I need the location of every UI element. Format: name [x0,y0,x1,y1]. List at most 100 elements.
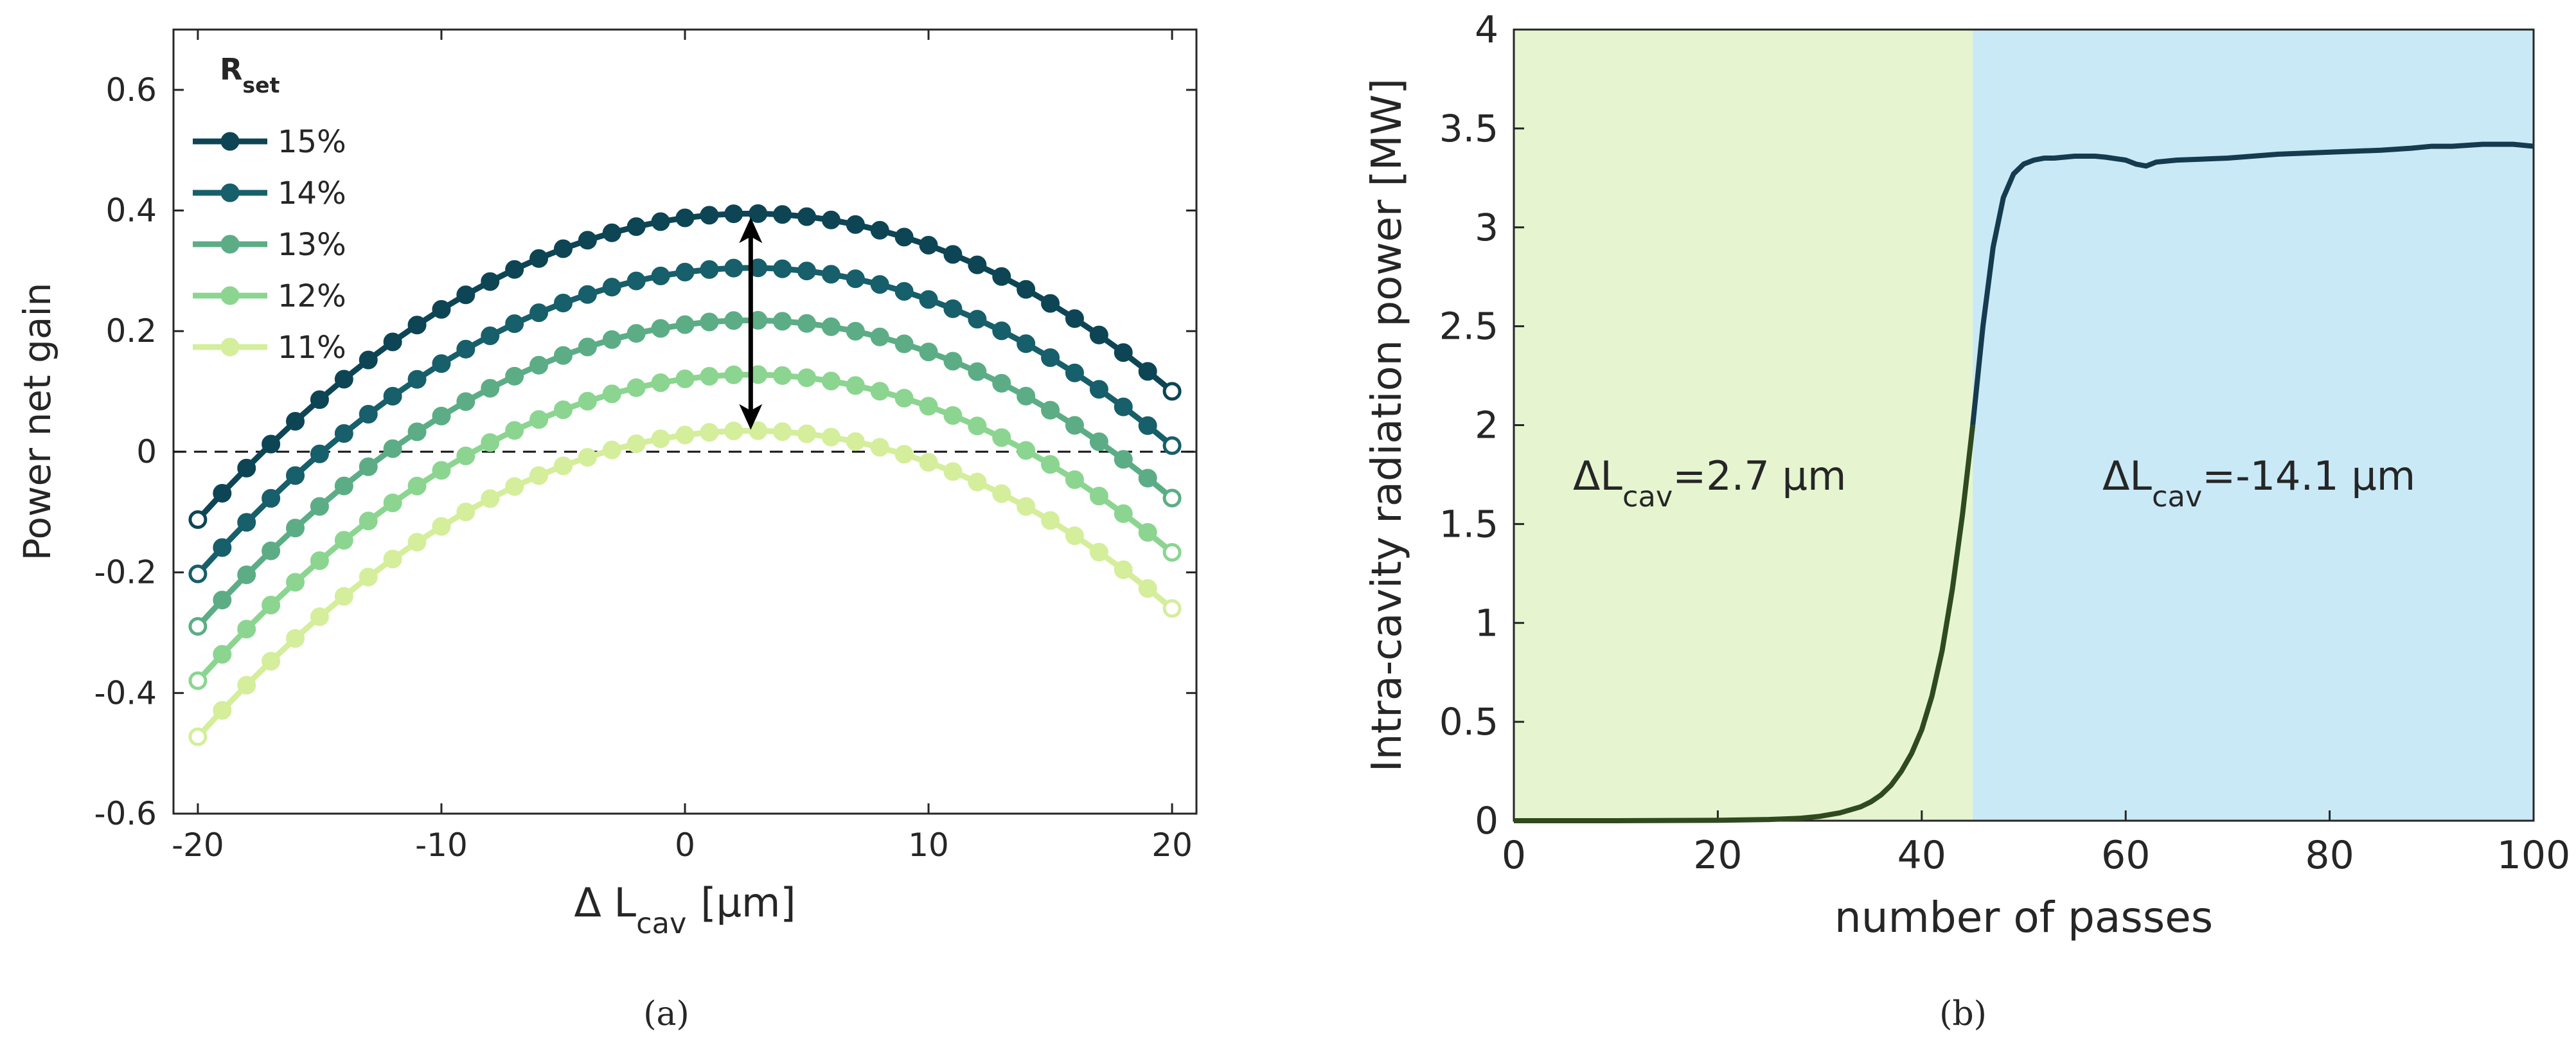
data-point [1065,363,1084,382]
panel-a-series-group [188,204,1182,746]
panel-a-xtick-label: -10 [415,826,468,864]
data-point [943,245,963,264]
data-point [846,269,865,289]
panel-b-ytick-label: 0.5 [1439,700,1498,744]
data-point [578,285,597,304]
data-point [1114,504,1133,523]
data-point [213,538,232,557]
data-point [943,462,963,481]
data-point [675,262,695,281]
data-point [700,423,719,442]
data-point [846,215,865,234]
data-point [1138,416,1157,435]
data-point [749,421,768,440]
data-point [286,519,305,538]
data-point [1017,497,1036,516]
panel-b-xtick-label: 0 [1502,833,1526,878]
data-point [773,312,792,331]
legend-swatch-marker [220,132,240,151]
data-point [821,427,840,447]
data-point [334,587,353,606]
data-point [529,466,549,485]
data-point [188,727,208,746]
panel-a-xtick-label: 20 [1151,826,1193,864]
data-point [992,428,1011,447]
data-point [1138,579,1157,598]
data-point [505,421,524,440]
data-point [675,425,695,445]
legend-swatch-marker [220,235,240,254]
data-point [1017,441,1036,460]
data-point [846,376,865,395]
data-point [846,321,865,341]
data-point [700,260,719,279]
panel-a-ytick-label: 0.6 [105,71,157,109]
legend-label: 14% [278,175,346,211]
data-point [505,314,524,334]
annotation-arrow-head-down [739,404,763,430]
data-point [1017,334,1036,353]
data-point [1114,343,1133,362]
data-point [237,513,256,532]
data-point [870,275,889,294]
panel-b-xtick-label: 100 [2497,833,2571,878]
data-point [821,317,840,336]
data-point [700,206,719,225]
data-point [383,439,402,458]
data-point [529,249,549,268]
data-point [334,531,353,550]
data-point [334,424,353,443]
data-point [383,494,402,513]
legend-title-main: R [220,52,242,87]
series-13pct [188,310,1182,636]
data-point [213,484,232,503]
legend-title-sub: set [242,73,280,98]
region-before-label: ΔLcav=2.7 μm [1573,452,1846,514]
data-point [262,434,281,454]
panel-a-ytick-label: 0.2 [105,312,157,350]
data-point [407,316,427,335]
panel-b-xtick-label: 40 [1897,833,1946,878]
data-point [481,433,500,452]
data-point [1065,526,1084,546]
region-label-sub: cav [2152,480,2202,514]
data-point [894,228,914,247]
region-label-sub: cav [1622,480,1673,514]
data-point [626,324,646,343]
data-point [1041,400,1060,420]
data-point [1162,382,1182,401]
panel-b-xtick-label: 80 [2305,833,2354,878]
data-point [334,370,353,389]
data-point [894,388,914,407]
series-14pct [188,258,1182,584]
data-point [553,293,573,312]
series-11pct [188,421,1182,746]
data-point [529,410,549,429]
data-point [602,440,621,460]
data-point [749,204,768,223]
panel-b-ytick-label: 3.5 [1439,107,1498,150]
data-point [797,262,817,281]
data-point [773,422,792,442]
series-15pct [188,204,1182,530]
data-point [1114,397,1133,416]
data-point [262,652,281,671]
data-point [1162,436,1182,455]
data-point [529,303,549,323]
panel-b-ytick-label: 0 [1475,799,1498,843]
data-point [578,231,597,250]
data-point [968,255,987,274]
data-point [675,370,695,389]
xlabel-prefix: Δ L [574,879,636,926]
data-point [821,371,840,391]
data-point [383,549,402,569]
legend-label: 11% [278,330,346,366]
data-point [1041,294,1060,313]
data-point [432,299,451,319]
data-point [651,266,670,285]
panel-b-xlabel: number of passes [1834,893,2213,942]
data-point [286,466,305,485]
data-point [1041,455,1060,474]
data-point [432,406,451,425]
panel-a-xlabel: Δ Lcav [μm] [574,879,795,940]
